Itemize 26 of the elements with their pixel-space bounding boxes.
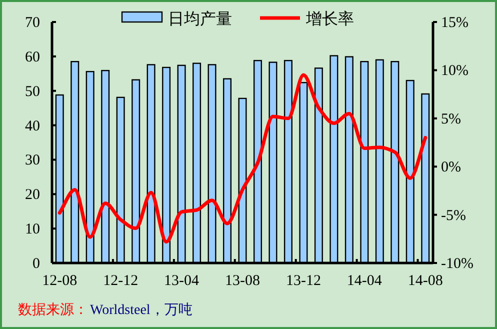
y-tick-label: 40 — [25, 118, 40, 134]
y-tick-label: 30 — [25, 152, 40, 169]
legend-label: 日均产量 — [168, 10, 232, 28]
line-series — [58, 73, 428, 244]
y2-tick-label: 5% — [441, 111, 461, 128]
y-tick-label: 60 — [25, 49, 40, 66]
x-tick-label: 14-04 — [346, 273, 382, 289]
x-tick-label: 13-04 — [164, 273, 200, 289]
x-tick-label: 12-08 — [42, 273, 78, 289]
y-tick-label: 50 — [25, 84, 40, 100]
x-tick-label: 13-12 — [286, 273, 321, 289]
y2-tick-label: 15% — [441, 15, 468, 31]
y2-tick-label: 10% — [441, 63, 468, 80]
legend-label: 增长率 — [305, 10, 354, 28]
text: Worldsteel，万吨 — [90, 302, 192, 318]
y2-tick-label: -10% — [441, 256, 474, 272]
y2-tick-label: 0% — [441, 160, 461, 176]
source-note: 数据来源： — [18, 302, 88, 318]
y-tick-label: 70 — [25, 15, 40, 31]
y-tick-label: 20 — [25, 187, 40, 204]
y-tick-label: 10 — [25, 222, 40, 238]
y2-tick-label: -5% — [441, 208, 466, 224]
x-tick-label: 14-08 — [408, 273, 443, 289]
x-tick-label: 13-08 — [225, 273, 260, 289]
y-tick-label: 0 — [32, 256, 40, 272]
x-tick-label: 12-12 — [103, 273, 138, 289]
